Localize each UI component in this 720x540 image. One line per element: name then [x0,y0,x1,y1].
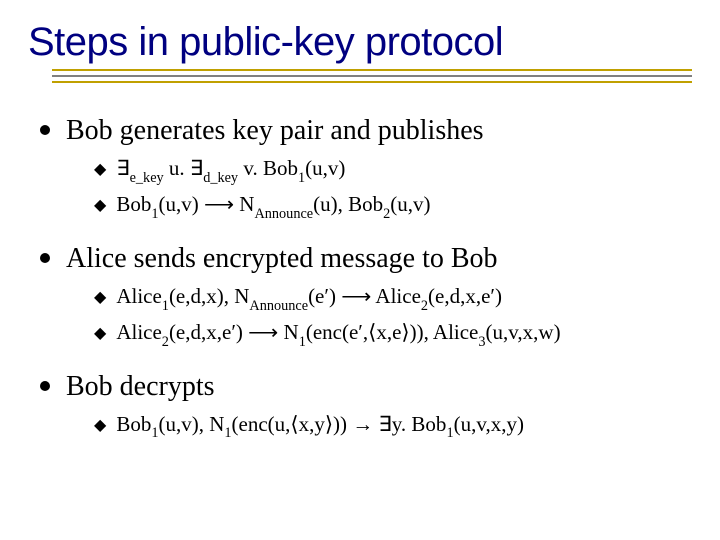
title-underline [52,69,692,89]
sub-list: ◆ Bob1(u,v), N1(enc(u,⟨x,y⟩)) → ∃y. Bob1… [40,410,692,442]
list-item: Bob generates key pair and publishes [40,113,692,148]
sub-text: Alice1(e,d,x), NAnnounce(e′) ⟶ Alice2(e,… [116,282,502,314]
diamond-icon: ◆ [94,195,106,215]
underline-3 [52,81,692,83]
sub-list: ◆ Alice1(e,d,x), NAnnounce(e′) ⟶ Alice2(… [40,282,692,351]
list-item: ◆ Bob1(u,v) ⟶ NAnnounce(u), Bob2(u,v) [94,190,692,222]
sub-text: Alice2(e,d,x,e′) ⟶ N1(enc(e′,⟨x,e⟩)), Al… [116,318,560,350]
bullet-dot-icon [40,253,50,263]
diamond-icon: ◆ [94,415,106,435]
bullet-list: Bob generates key pair and publishes ◆ ∃… [28,113,692,442]
list-item: ◆ Alice1(e,d,x), NAnnounce(e′) ⟶ Alice2(… [94,282,692,314]
list-item: ◆ Alice2(e,d,x,e′) ⟶ N1(enc(e′,⟨x,e⟩)), … [94,318,692,350]
page-title: Steps in public-key protocol [28,20,692,65]
sub-text: Bob1(u,v), N1(enc(u,⟨x,y⟩)) → ∃y. Bob1(u… [116,410,524,442]
sub-text: Bob1(u,v) ⟶ NAnnounce(u), Bob2(u,v) [116,190,430,222]
diamond-icon: ◆ [94,287,106,307]
list-item: Alice sends encrypted message to Bob [40,241,692,276]
bullet-dot-icon [40,125,50,135]
bullet-text: Alice sends encrypted message to Bob [66,241,498,276]
list-item: ◆ ∃e_key u. ∃d_key v. Bob1(u,v) [94,154,692,186]
list-item: Bob decrypts [40,369,692,404]
bullet-text: Bob generates key pair and publishes [66,113,484,148]
bullet-text: Bob decrypts [66,369,215,404]
diamond-icon: ◆ [94,159,106,179]
underline-2 [52,75,692,77]
sub-list: ◆ ∃e_key u. ∃d_key v. Bob1(u,v) ◆ Bob1(u… [40,154,692,223]
sub-text: ∃e_key u. ∃d_key v. Bob1(u,v) [116,154,345,186]
bullet-dot-icon [40,381,50,391]
underline-1 [52,69,692,71]
list-item: ◆ Bob1(u,v), N1(enc(u,⟨x,y⟩)) → ∃y. Bob1… [94,410,692,442]
diamond-icon: ◆ [94,323,106,343]
